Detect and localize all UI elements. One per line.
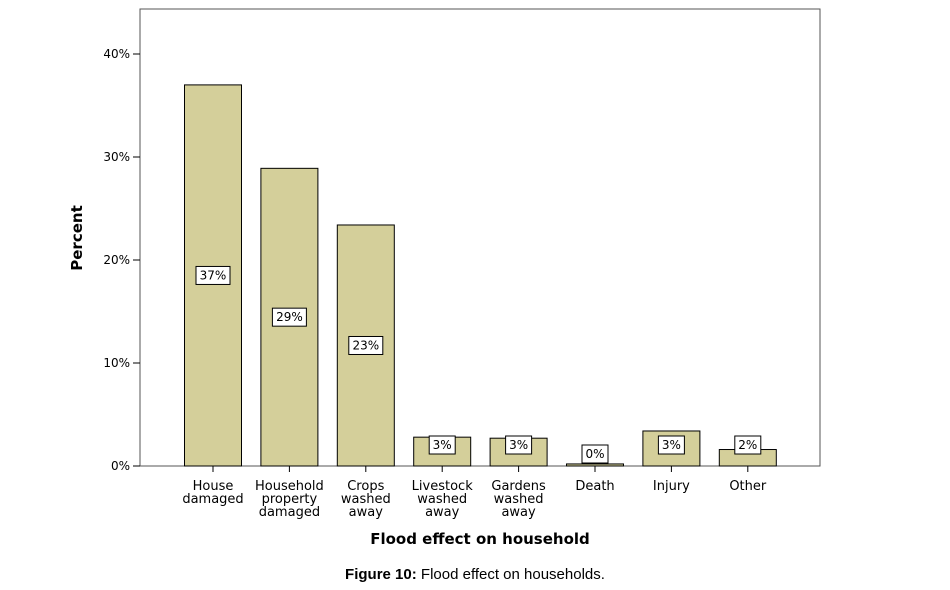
category-label-line: Other xyxy=(729,479,767,494)
bar xyxy=(566,463,624,467)
category-label-line: Livestock xyxy=(412,479,474,494)
data-label: 3% xyxy=(509,438,528,452)
category-label-line: away xyxy=(425,505,460,520)
category-label-line: Household xyxy=(255,479,324,494)
category-label-line: Injury xyxy=(653,479,690,494)
category-label-line: washed xyxy=(341,492,391,507)
y-tick-label: 40% xyxy=(103,47,130,61)
category-label-line: damaged xyxy=(259,505,320,520)
category-label-line: House xyxy=(193,479,234,494)
caption-prefix: Figure 10: xyxy=(345,566,417,583)
y-axis: 0% 10% 20% 30% 40% xyxy=(103,47,140,473)
y-tick-label: 20% xyxy=(103,253,130,267)
caption-text: Flood effect on households. xyxy=(420,566,605,583)
category-label-line: washed xyxy=(417,492,467,507)
category-label: Gardens washed away xyxy=(491,479,546,520)
data-label-box xyxy=(428,435,456,455)
category-label: Death xyxy=(575,479,614,494)
data-label: 2% xyxy=(738,438,757,452)
category-label-line: Gardens xyxy=(491,479,546,494)
category-label: Injury xyxy=(653,479,690,494)
category-label-line: property xyxy=(262,492,318,507)
data-label: 23% xyxy=(352,338,379,352)
y-tick-label: 0% xyxy=(111,459,130,473)
category-label-line: away xyxy=(349,505,384,520)
data-label-box xyxy=(581,444,609,464)
data-label-box xyxy=(271,307,307,327)
category-label-line: Crops xyxy=(347,479,384,494)
data-label: 29% xyxy=(276,310,303,324)
y-tick-label: 30% xyxy=(103,150,130,164)
data-label: 3% xyxy=(433,438,452,452)
category-label: Livestock washed away xyxy=(412,479,474,520)
x-axis-label: Flood effect on household xyxy=(370,530,590,548)
data-label-box xyxy=(348,335,384,355)
y-axis-label: Percent xyxy=(68,205,86,270)
data-label-box xyxy=(734,435,762,455)
category-label-line: away xyxy=(501,505,536,520)
category-label-line: washed xyxy=(494,492,544,507)
bars: 37% 29% 23% 3% 3% 0% 3% 2% xyxy=(184,84,777,467)
category-label-line: Death xyxy=(575,479,614,494)
category-label: Crops washed away xyxy=(341,479,391,520)
data-label: 0% xyxy=(585,447,604,461)
data-label: 3% xyxy=(662,438,681,452)
y-tick-label: 10% xyxy=(103,356,130,370)
figure-caption: Figure 10: Flood effect on households. xyxy=(0,566,950,583)
data-label-box xyxy=(657,435,685,455)
data-label-box xyxy=(195,265,231,285)
category-label-line: damaged xyxy=(182,492,243,507)
bar-chart: 0% 10% 20% 30% 40% 37% 29% 23% 3% 3% 0% 3% 2% House… xyxy=(68,8,821,548)
category-label: House damaged xyxy=(182,479,243,507)
category-label: Other xyxy=(729,479,767,494)
plot-frame xyxy=(139,8,821,467)
data-label-box xyxy=(505,435,533,455)
data-label: 37% xyxy=(200,268,227,282)
category-label: Household property damaged xyxy=(255,479,324,520)
